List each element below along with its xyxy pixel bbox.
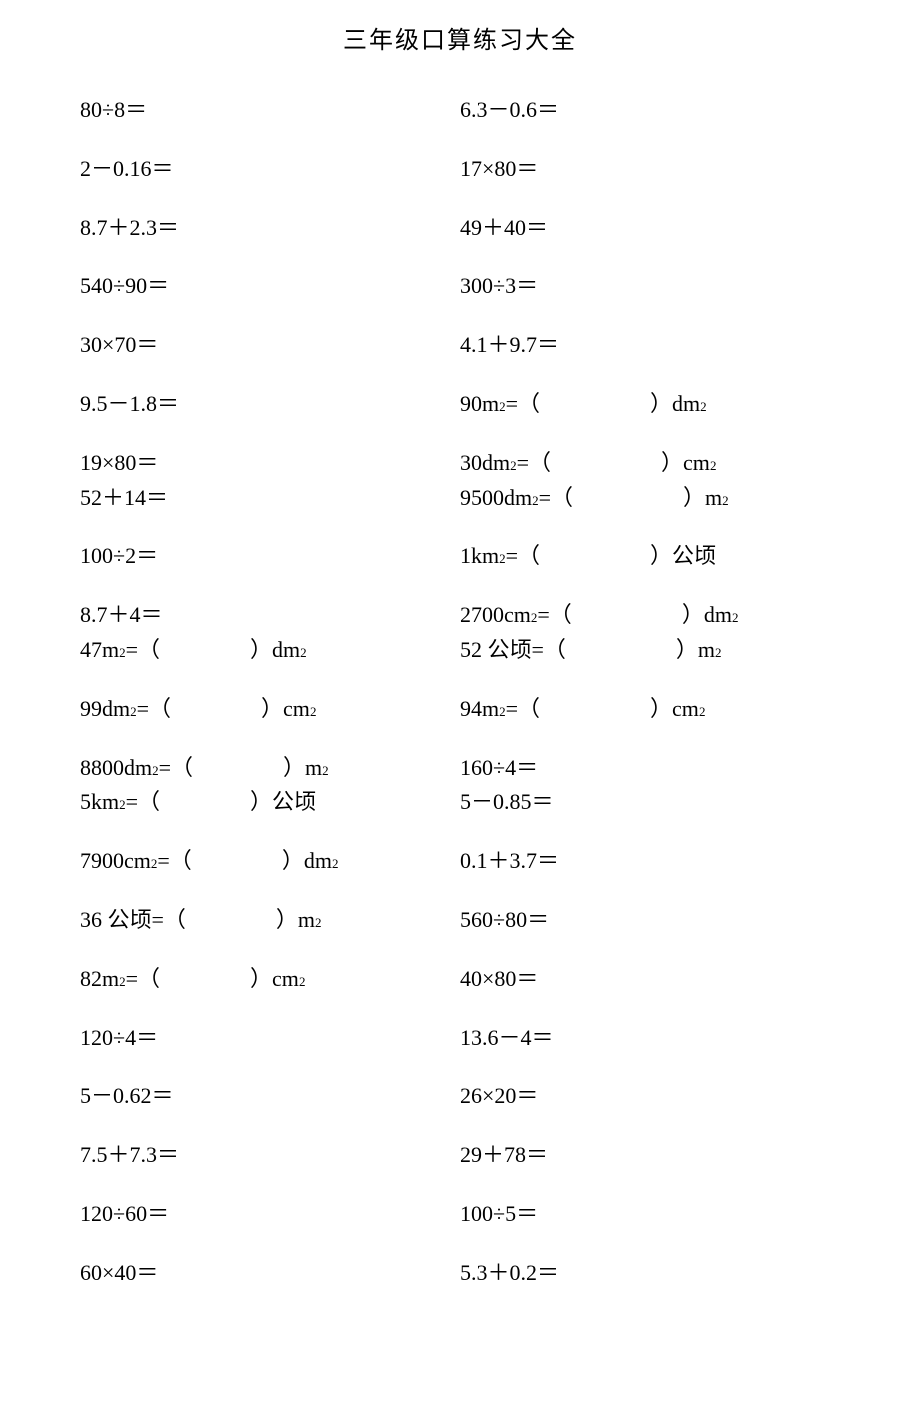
- problem: 2700cm2=（）dm2: [460, 600, 840, 631]
- problem: 47m2=（）dm2: [80, 635, 460, 666]
- problem-text: ）dm: [250, 635, 300, 666]
- problem-text: 2700cm: [460, 600, 531, 631]
- problem-text: ）cm: [650, 694, 699, 725]
- problem: 5－0.62＝: [80, 1081, 460, 1112]
- problem-text: =（: [126, 787, 160, 818]
- problem-text: ）cm: [661, 448, 710, 479]
- problem: 29＋78＝: [460, 1140, 840, 1171]
- page-title: 三年级口算练习大全: [80, 20, 840, 55]
- problem-text: 5km: [80, 787, 119, 818]
- problem: 82m2=（）cm2: [80, 964, 460, 995]
- problem: 52＋14＝: [80, 483, 460, 514]
- problem: 60×40＝: [80, 1258, 460, 1289]
- problem-text: ）m: [283, 753, 322, 784]
- problem-text: 90m: [460, 389, 499, 420]
- problem-text: =（: [539, 483, 573, 514]
- problem: 30dm2=（）cm2: [460, 448, 840, 479]
- problem: 99dm2=（）cm2: [80, 694, 460, 725]
- problem: 2－0.16＝: [80, 154, 460, 185]
- problem-text: =（: [159, 753, 193, 784]
- problem-text: ）cm: [261, 694, 310, 725]
- problem: 9.5－1.8＝: [80, 389, 460, 420]
- problem-text: 52 公顷=（: [460, 635, 566, 666]
- problem-text: =（: [137, 694, 171, 725]
- problem: 36 公顷=（）m2: [80, 905, 460, 936]
- problem-text: ）dm: [282, 846, 332, 877]
- problem-text: ）cm: [250, 964, 299, 995]
- problem: 120÷60＝: [80, 1199, 460, 1230]
- problem: 7.5＋7.3＝: [80, 1140, 460, 1171]
- problem-text: 36 公顷=（: [80, 905, 186, 936]
- problem: 1km2=（）公顷: [460, 541, 840, 572]
- problem-text: 1km: [460, 541, 499, 572]
- left-column: 80÷8＝ 2－0.16＝ 8.7＋2.3＝ 540÷90＝ 30×70＝ 9.…: [80, 95, 460, 1317]
- problem: 8.7＋2.3＝: [80, 213, 460, 244]
- problem: 9500dm2=（）m2: [460, 483, 840, 514]
- problem: 0.1＋3.7＝: [460, 846, 840, 877]
- problem: 5.3＋0.2＝: [460, 1258, 840, 1289]
- problem-text: 9500dm: [460, 483, 532, 514]
- problem-text: 99dm: [80, 694, 130, 725]
- problem: 26×20＝: [460, 1081, 840, 1112]
- problem-text: ）m: [676, 635, 715, 666]
- problem: 6.3－0.6＝: [460, 95, 840, 126]
- problem-text: =（: [126, 635, 160, 666]
- problem-text: ）dm: [682, 600, 732, 631]
- problem: 160÷4＝: [460, 753, 840, 784]
- problem: 17×80＝: [460, 154, 840, 185]
- problem: 13.6－4＝: [460, 1023, 840, 1054]
- problem: 560÷80＝: [460, 905, 840, 936]
- problem: 120÷4＝: [80, 1023, 460, 1054]
- problem-text: ）公顷: [650, 541, 716, 572]
- problem-text: 94m: [460, 694, 499, 725]
- problem-text: =（: [506, 694, 540, 725]
- problem-text: ）m: [683, 483, 722, 514]
- problem: 8.7＋4＝: [80, 600, 460, 631]
- problem-text: 7900cm: [80, 846, 151, 877]
- problem: 300÷3＝: [460, 271, 840, 302]
- problem: 40×80＝: [460, 964, 840, 995]
- problem: 4.1＋9.7＝: [460, 330, 840, 361]
- problem-text: =（: [157, 846, 191, 877]
- problem-text: 30dm: [460, 448, 510, 479]
- problem: 100÷5＝: [460, 1199, 840, 1230]
- problem-text: ）dm: [650, 389, 700, 420]
- problem-text: ）m: [276, 905, 315, 936]
- problem: 540÷90＝: [80, 271, 460, 302]
- worksheet-content: 80÷8＝ 2－0.16＝ 8.7＋2.3＝ 540÷90＝ 30×70＝ 9.…: [80, 95, 840, 1317]
- right-column: 6.3－0.6＝ 17×80＝ 49＋40＝ 300÷3＝ 4.1＋9.7＝ 9…: [460, 95, 840, 1317]
- problem: 5－0.85＝: [460, 787, 840, 818]
- problem: 100÷2＝: [80, 541, 460, 572]
- problem: 80÷8＝: [80, 95, 460, 126]
- problem: 5km2=（）公顷: [80, 787, 460, 818]
- problem-text: =（: [537, 600, 571, 631]
- problem-text: =（: [506, 541, 540, 572]
- problem-text: =（: [506, 389, 540, 420]
- problem: 19×80＝: [80, 448, 460, 479]
- problem: 90m2=（）dm2: [460, 389, 840, 420]
- problem: 49＋40＝: [460, 213, 840, 244]
- problem-text: 47m: [80, 635, 119, 666]
- problem-text: 82m: [80, 964, 119, 995]
- problem: 8800dm2=（）m2: [80, 753, 460, 784]
- problem: 52 公顷=（）m2: [460, 635, 840, 666]
- problem-text: ）公顷: [250, 787, 316, 818]
- problem: 94m2=（）cm2: [460, 694, 840, 725]
- problem-text: =（: [517, 448, 551, 479]
- problem: 7900cm2=（）dm2: [80, 846, 460, 877]
- problem: 30×70＝: [80, 330, 460, 361]
- problem-text: 8800dm: [80, 753, 152, 784]
- problem-text: =（: [126, 964, 160, 995]
